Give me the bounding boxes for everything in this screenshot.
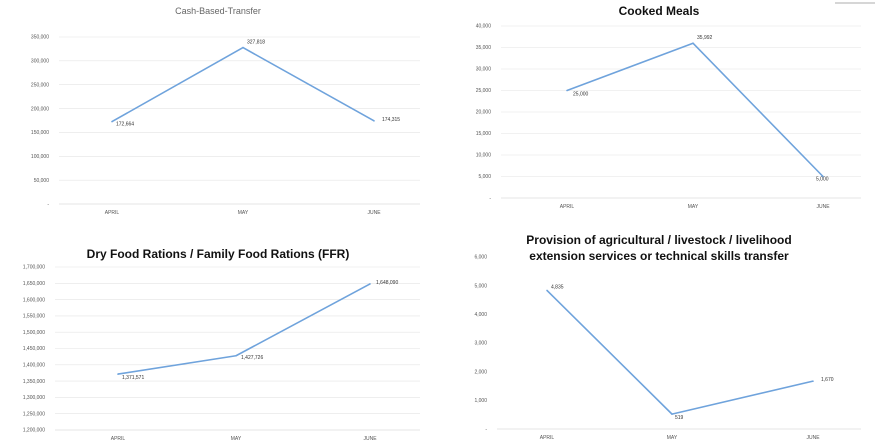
y-tick-label: 1,250,000 [23, 411, 45, 417]
data-point [566, 89, 568, 92]
data-point [373, 120, 375, 122]
data-point [117, 373, 119, 375]
data-label: 519 [675, 415, 684, 421]
y-tick-label: 6,000 [474, 255, 487, 261]
data-point [692, 42, 694, 45]
data-label: 327,818 [247, 40, 265, 46]
corner-decoration [835, 2, 875, 4]
data-label: 25,000 [573, 92, 589, 98]
data-point [546, 289, 548, 292]
x-tick-label: MAY [231, 436, 242, 442]
y-tick-label: 15,000 [476, 131, 492, 137]
y-tick-label: 1,450,000 [23, 346, 45, 352]
y-tick-label: 250,000 [31, 82, 49, 88]
chart-title: Cash-Based-Transfer [175, 6, 261, 16]
data-label: 5,000 [816, 177, 829, 183]
x-tick-label: APRIL [540, 435, 555, 441]
x-tick-label: JUNE [363, 436, 377, 442]
y-tick-label: 3,000 [474, 341, 487, 347]
y-tick-label: 1,550,000 [23, 314, 45, 320]
y-tick-label: 2,000 [474, 369, 487, 375]
data-label: 4,835 [551, 284, 564, 290]
x-tick-label: JUNE [816, 204, 830, 210]
y-tick-label: 50,000 [34, 178, 50, 184]
x-tick-label: APRIL [560, 204, 575, 210]
y-tick-label: 10,000 [476, 153, 492, 159]
x-tick-label: APRIL [111, 436, 126, 442]
y-tick-label: 1,600,000 [23, 297, 45, 303]
y-tick-label: 4,000 [474, 312, 487, 318]
x-tick-label: MAY [238, 210, 249, 216]
x-tick-label: MAY [667, 435, 678, 441]
y-tick-label: 350,000 [31, 35, 49, 41]
chart-title: Provision of agricultural / livestock / … [441, 232, 877, 264]
chart-title-line-1: Provision of agricultural / livestock / … [526, 233, 792, 247]
data-label: 1,670 [821, 377, 834, 383]
y-tick-label: - [47, 202, 49, 208]
data-point [812, 380, 814, 382]
y-tick-label: 1,500,000 [23, 330, 45, 336]
y-tick-label: 1,400,000 [23, 363, 45, 369]
data-point [111, 120, 113, 123]
chart-agricultural-services: Provision of agricultural / livestock / … [441, 222, 877, 444]
data-point [242, 46, 244, 49]
data-point [671, 413, 673, 415]
data-label: 1,427,726 [241, 355, 263, 361]
y-tick-label: 1,700,000 [23, 265, 45, 271]
chart-svg: - 5,000 10,000 15,000 20,000 25,000 30,000 35,0… [476, 24, 861, 210]
y-tick-label: 35,000 [476, 45, 492, 51]
data-label: 1,648,090 [376, 280, 398, 286]
series-line [566, 42, 824, 178]
x-tick-label: APRIL [105, 210, 120, 216]
chart-svg: - 1,000 2,000 3,000 4,000 5,000 6,000 APRIL MAY J… [474, 255, 861, 441]
chart-svg: 1,200,000 1,250,000 1,300,000 1,350,000 1,40… [23, 265, 420, 442]
y-tick-label: 1,200,000 [23, 428, 45, 434]
x-tick-label: JUNE [367, 210, 381, 216]
chart-cooked-meals: Cooked Meals - 5,000 10,000 15,000 20,000 25,… [441, 0, 877, 222]
y-tick-label: 5,000 [474, 283, 487, 289]
data-point [369, 283, 371, 285]
y-tick-label: 200,000 [31, 106, 49, 112]
y-tick-label: 1,350,000 [23, 379, 45, 385]
chart-title: Cooked Meals [618, 4, 700, 18]
y-tick-label: 20,000 [476, 110, 492, 116]
chart-cash-based-transfer: Cash-Based-Transfer - 50,000 100,000 150,00… [0, 0, 436, 222]
chart-title: Dry Food Rations / Family Food Rations (… [86, 247, 350, 261]
data-point [235, 354, 237, 357]
series-line [546, 289, 814, 415]
y-tick-label: - [485, 427, 487, 433]
y-tick-label: 25,000 [476, 88, 492, 94]
chart-title-line-2: extension services or technical skills t… [529, 249, 789, 263]
x-tick-label: JUNE [806, 435, 820, 441]
data-point [822, 175, 824, 178]
y-tick-label: 5,000 [478, 174, 491, 180]
y-tick-label: 100,000 [31, 154, 49, 160]
data-label: 174,315 [382, 117, 400, 123]
y-tick-label: 1,650,000 [23, 281, 45, 287]
y-tick-label: 300,000 [31, 59, 49, 65]
data-label: 35,992 [697, 35, 713, 41]
y-tick-label: 150,000 [31, 130, 49, 136]
x-tick-label: MAY [688, 204, 699, 210]
chart-svg: - 50,000 100,000 150,000 200,000 250,000 300,0… [31, 35, 420, 216]
y-tick-label: 30,000 [476, 67, 492, 73]
y-tick-label: 40,000 [476, 24, 492, 30]
y-tick-label: - [489, 196, 491, 202]
data-label: 172,664 [116, 122, 134, 128]
y-tick-label: 1,300,000 [23, 395, 45, 401]
chart-dry-food-rations: Dry Food Rations / Family Food Rations (… [0, 222, 436, 444]
y-tick-label: 1,000 [474, 398, 487, 404]
data-label: 1,371,571 [122, 375, 144, 381]
